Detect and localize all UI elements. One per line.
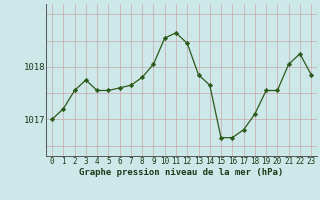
X-axis label: Graphe pression niveau de la mer (hPa): Graphe pression niveau de la mer (hPa) <box>79 168 284 177</box>
